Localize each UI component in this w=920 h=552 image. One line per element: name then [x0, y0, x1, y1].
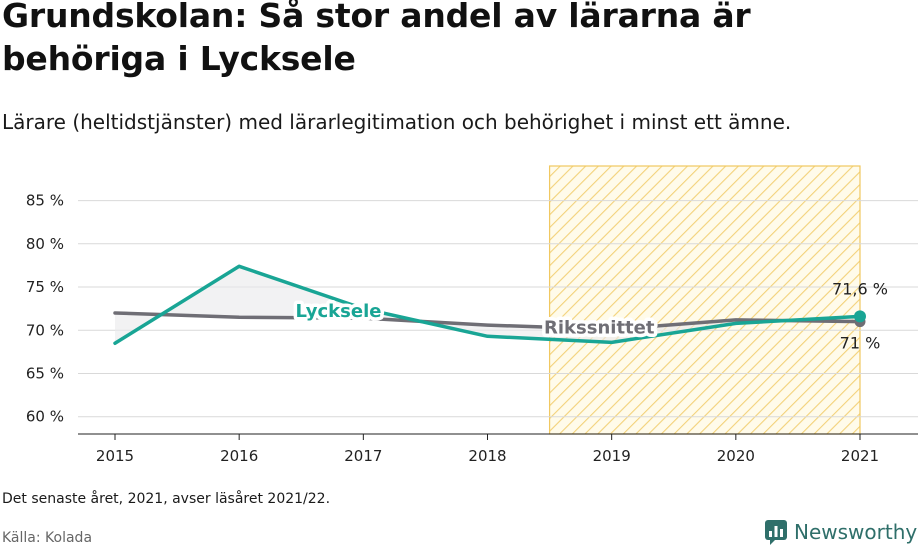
- x-tick-label: 2020: [717, 447, 755, 465]
- x-tick-label: 2021: [841, 447, 879, 465]
- highlight-region: [548, 165, 861, 435]
- footnote: Det senaste året, 2021, avser läsåret 20…: [2, 491, 331, 507]
- y-tick-label: 65 %: [26, 364, 64, 382]
- newsworthy-logo-icon: [765, 520, 787, 545]
- y-tick-label: 60 %: [26, 408, 64, 426]
- difference-area: [115, 266, 860, 344]
- x-tick-label: 2017: [344, 447, 382, 465]
- y-tick-label: 70 %: [26, 321, 64, 339]
- y-tick-label: 85 %: [26, 192, 64, 210]
- series-line-rikssnittet: [113, 311, 862, 332]
- end-value-lycksele: 71,6 %: [832, 279, 888, 298]
- series-label-rikssnittet-halo: Rikssnittet: [544, 318, 655, 339]
- y-tick-label: 75 %: [26, 278, 64, 296]
- source-text: Källa: Kolada: [2, 530, 93, 546]
- x-tick-label: 2015: [96, 447, 134, 465]
- series-line-lycksele: [113, 264, 862, 345]
- x-axis: 2015 2016 2017 2018 2019 2020 2021: [96, 434, 879, 465]
- series-labels: LyckseleLyckseleRikssnittetRikssnittet71…: [292, 279, 888, 353]
- end-point-lycksele: [854, 310, 866, 323]
- chart-subtitle: Lärare (heltidstjänster) med lärarlegiti…: [2, 110, 792, 134]
- x-tick-label: 2019: [593, 447, 631, 465]
- brand-logo: Newsworthy: [764, 519, 917, 545]
- line-chart: 60 %65 %70 %75 %80 %85 % 2015 2016 2017 201…: [26, 165, 918, 465]
- series-label-lycksele: Lycksele: [296, 301, 382, 322]
- series-lines: [113, 264, 866, 345]
- series-label-lycksele-halo: Lycksele: [296, 301, 382, 322]
- end-value-rikssnittet: 71 %: [840, 334, 881, 353]
- chart-title: Grundskolan: Så stor andel av lärarna är…: [2, 0, 751, 78]
- brand-name: Newsworthy: [794, 520, 918, 544]
- x-tick-label: 2016: [220, 447, 258, 465]
- y-axis: 60 % 65 % 70 % 75 % 80 % 85 %: [26, 192, 64, 426]
- series-label-rikssnittet: Rikssnittet: [544, 318, 655, 339]
- y-tick-label: 80 %: [26, 235, 64, 253]
- x-tick-label: 2018: [468, 447, 506, 465]
